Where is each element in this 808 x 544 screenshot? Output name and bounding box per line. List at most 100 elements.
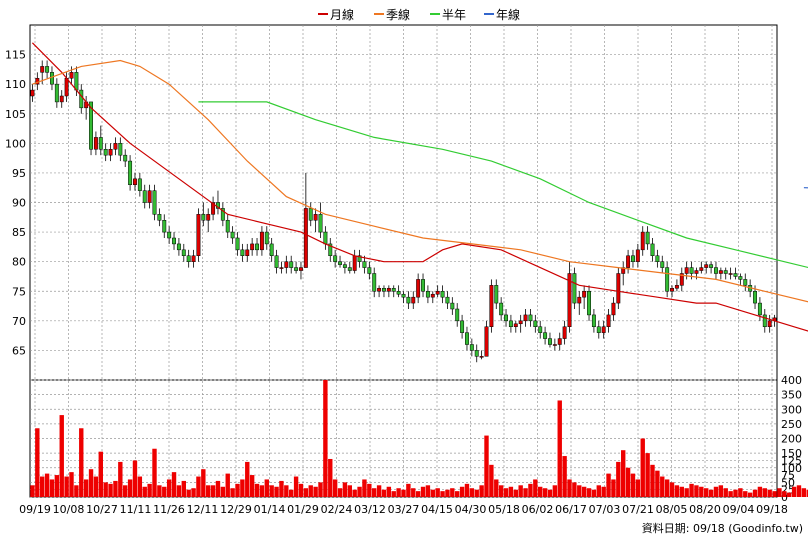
candle-body — [714, 267, 718, 274]
candle-body — [176, 243, 181, 251]
volume-bar — [411, 488, 416, 497]
price-tick-label: 80 — [12, 256, 26, 269]
volume-tick-label: 200 — [781, 433, 802, 446]
moving-average-lines — [31, 42, 808, 332]
volume-bar — [401, 489, 406, 497]
x-tick-label: 02/24 — [321, 503, 353, 516]
candle-body — [279, 267, 284, 269]
candle-body — [494, 285, 499, 304]
candle-body — [513, 323, 518, 327]
volume-bar — [713, 486, 719, 497]
candle-body — [635, 249, 640, 262]
candle-body — [762, 314, 767, 327]
volume-bar — [508, 486, 514, 497]
candlesticks — [30, 60, 777, 363]
volume-bar — [186, 489, 191, 497]
candle-body — [40, 66, 45, 73]
x-tick-label: 08/05 — [656, 503, 688, 516]
candle-body — [406, 296, 411, 304]
volume-bar — [538, 486, 543, 497]
candle-body — [284, 261, 289, 268]
candle-body — [767, 320, 772, 328]
volume-tick-label: 0 — [781, 491, 788, 504]
candle-body — [333, 255, 338, 262]
candle-body — [679, 273, 684, 286]
volume-bar — [406, 483, 411, 497]
volume-bar — [123, 485, 128, 497]
candle-body — [640, 231, 645, 251]
volume-bar — [240, 479, 245, 497]
x-tick-label: 01/29 — [287, 503, 319, 516]
volume-bar — [176, 485, 182, 497]
candle-body — [162, 220, 167, 233]
volume-tick-label: 350 — [781, 389, 802, 402]
x-tick-label: 11/11 — [120, 503, 152, 516]
volume-bar — [494, 479, 499, 497]
candle-body — [474, 350, 479, 357]
candle-body — [591, 314, 596, 327]
volume-bar — [621, 450, 626, 497]
volume-bar — [435, 488, 440, 497]
candle-body — [50, 72, 54, 85]
candle-body — [709, 264, 714, 268]
x-tick-label: 07/03 — [589, 503, 621, 516]
volume-bar — [171, 472, 177, 497]
volume-bar — [767, 489, 772, 497]
candle-body — [108, 149, 113, 156]
candle-body — [421, 279, 425, 292]
volume-tick-label: 150 — [781, 447, 802, 460]
candle-body — [152, 190, 157, 215]
volume-bar — [225, 473, 230, 497]
ma-line-2 — [198, 101, 808, 269]
legend-label-2: 半年 — [442, 8, 466, 22]
volume-bar — [293, 476, 299, 497]
candle-body — [562, 326, 567, 339]
price-tick-label: 100 — [5, 137, 26, 150]
volume-bar — [69, 472, 74, 497]
volume-bar — [279, 480, 284, 497]
candle-body — [367, 267, 372, 274]
x-tick-label: 10/08 — [53, 503, 85, 516]
candle-body — [30, 89, 35, 97]
volume-bar — [381, 489, 387, 497]
candle-body — [93, 137, 98, 150]
candle-body — [469, 344, 474, 351]
candle-body — [738, 276, 743, 280]
volume-bar — [708, 489, 714, 497]
legend-label-1: 季線 — [386, 7, 410, 22]
volume-bar — [93, 476, 99, 497]
price-grid — [29, 24, 778, 497]
candle-body — [743, 279, 748, 286]
volume-bar — [723, 488, 728, 497]
candle-body — [137, 178, 142, 191]
candle-body — [245, 249, 250, 256]
candle-body — [670, 288, 674, 292]
volume-bar — [704, 488, 709, 497]
volume-bar — [35, 428, 40, 497]
candle-body — [274, 255, 279, 268]
volume-bar — [415, 491, 421, 497]
candle-body — [323, 231, 328, 245]
volume-bar — [728, 491, 733, 497]
price-tick-label: 115 — [5, 49, 26, 62]
candle-body — [650, 243, 655, 257]
candle-body — [489, 285, 494, 328]
candle-body — [645, 231, 650, 245]
volume-bar — [249, 475, 255, 497]
volume-bar — [557, 400, 562, 497]
candle-body — [328, 243, 333, 257]
candle-body — [338, 261, 342, 265]
candle-body — [587, 291, 591, 316]
volume-bar — [127, 479, 133, 497]
legend: 月線 季線 半年 年線 — [318, 7, 520, 22]
volume-bar — [157, 485, 162, 497]
candle-body — [230, 231, 235, 239]
volume-bar — [235, 483, 240, 497]
candle-body — [621, 267, 626, 274]
legend-label-3: 年線 — [496, 7, 520, 22]
candle-body — [313, 214, 318, 221]
volume-bar — [674, 485, 680, 497]
volume-bar — [372, 488, 377, 497]
volume-bar — [259, 485, 265, 497]
candle-body — [377, 288, 382, 292]
